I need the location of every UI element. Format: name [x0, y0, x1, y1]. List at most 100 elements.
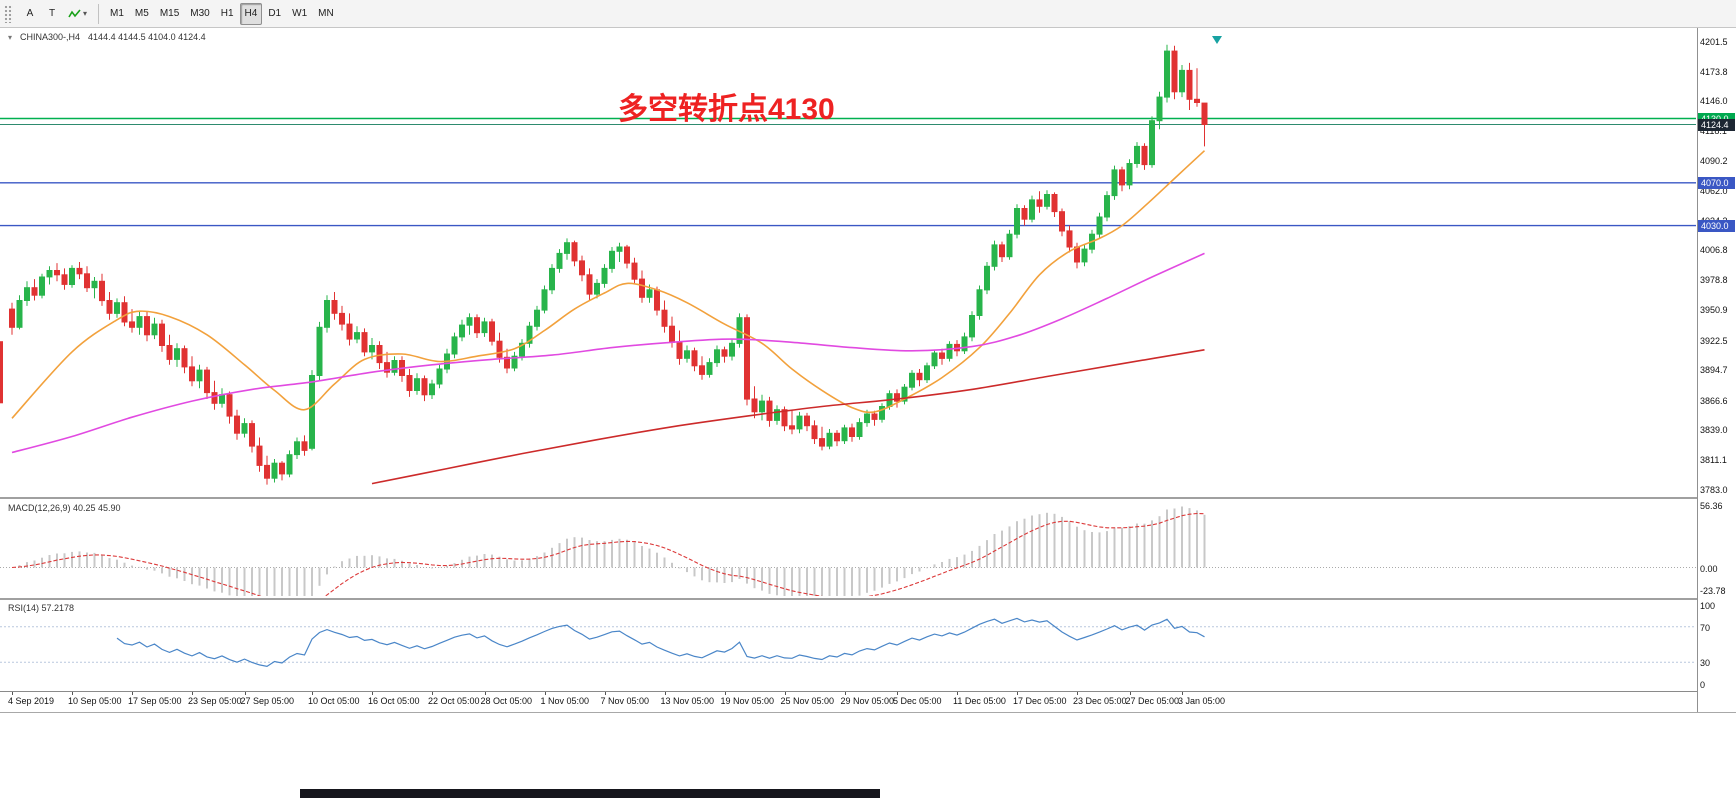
toolbar-drag-handle[interactable] — [4, 4, 13, 23]
candle-body — [76, 267, 83, 275]
candle-body — [1141, 145, 1148, 166]
candle-body — [654, 289, 660, 311]
candle-body — [624, 246, 630, 264]
chart-dropdown-icon[interactable]: ▾ — [8, 32, 13, 42]
y-axis-tick: 3950.9 — [1700, 305, 1728, 316]
time-axis-tick — [312, 692, 313, 695]
candle-body — [789, 425, 795, 430]
timeframe-button-d1[interactable]: D1 — [268, 8, 282, 19]
time-axis-label: 17 Sep 05:00 — [128, 696, 182, 706]
rsi-scale-tick: 30 — [1700, 658, 1711, 669]
y-axis-tick: 4006.8 — [1700, 245, 1728, 256]
candle-body — [646, 289, 653, 298]
candle-body — [639, 278, 645, 298]
timeframe-button-m30[interactable]: M30 — [190, 8, 210, 19]
macd-label: MACD(12,26,9) 40.25 45.90 — [8, 503, 121, 513]
chart-window: ▾ CHINA300-,H4 4144.4 4144.5 4104.0 4124… — [0, 28, 1736, 713]
candle-body — [939, 352, 945, 359]
text-tool-button[interactable]: T — [48, 8, 56, 19]
candle-body — [714, 349, 720, 364]
candle-body — [1074, 246, 1080, 263]
pane-separator[interactable] — [0, 598, 1736, 600]
candle-body — [196, 369, 203, 382]
time-axis-tick — [897, 692, 898, 695]
candle-body — [504, 356, 510, 369]
candle-body — [901, 386, 908, 402]
chart-symbol-header: CHINA300-,H4 — [20, 32, 81, 42]
annotation-text[interactable]: 多空转折点4130 — [618, 93, 835, 126]
candle-body — [406, 375, 413, 391]
scroll-marker-icon[interactable] — [1212, 36, 1222, 44]
time-axis-label: 27 Dec 05:00 — [1125, 696, 1180, 706]
candle-body — [1171, 50, 1178, 93]
chart-ohlc-header: 4144.4 4144.5 4104.0 4124.4 — [88, 32, 206, 42]
candle-body — [729, 342, 735, 357]
rsi-scale-tick: 100 — [1700, 601, 1716, 611]
candle-body — [601, 267, 608, 284]
timeframe-button-w1[interactable]: W1 — [292, 8, 308, 19]
candle-body — [496, 340, 503, 358]
time-axis-label: 27 Sep 05:00 — [240, 696, 295, 706]
candle-body — [174, 348, 180, 360]
candle-body — [121, 302, 128, 323]
candle-body — [69, 267, 75, 285]
time-axis-label: 28 Oct 05:00 — [480, 696, 533, 706]
timeframe-button-m15[interactable]: M15 — [159, 8, 180, 19]
time-axis-label: 5 Dec 05:00 — [893, 696, 942, 706]
candle-body — [1134, 145, 1140, 165]
candle-body — [99, 280, 105, 302]
candle-body — [226, 394, 233, 417]
candle-body — [1179, 69, 1185, 93]
indicator-menu-button[interactable]: ▾ — [63, 3, 92, 25]
candle-body — [166, 345, 173, 360]
candle-body — [676, 341, 683, 359]
candle-body — [211, 392, 218, 404]
candle-body — [519, 342, 525, 357]
candle-body — [249, 423, 255, 447]
candle-body — [1036, 199, 1043, 207]
rsi-scale-tick: 70 — [1700, 622, 1711, 633]
y-axis-tick: 4090.2 — [1700, 156, 1728, 167]
time-axis-tick — [1182, 692, 1183, 695]
candle-body — [436, 368, 443, 385]
timeframe-button-h4[interactable]: H4 — [239, 2, 263, 25]
rsi-pane[interactable] — [0, 600, 1697, 689]
candle-body — [616, 246, 623, 252]
left-partial-candle — [0, 341, 3, 404]
timeframe-button-m5[interactable]: M5 — [134, 8, 149, 19]
time-axis-tick — [957, 692, 958, 695]
time-axis-label: 22 Oct 05:00 — [428, 696, 480, 706]
a-tool-button[interactable]: A — [26, 8, 34, 19]
candle-body — [969, 315, 975, 338]
main-chart-pane[interactable] — [0, 28, 1697, 497]
candle-body — [1021, 208, 1028, 220]
candle-body — [819, 438, 825, 447]
candle-body — [549, 267, 555, 291]
candle-body — [856, 422, 863, 438]
candle-body — [691, 350, 698, 367]
candle-body — [301, 441, 308, 451]
pane-separator[interactable] — [0, 497, 1736, 499]
ma-slow-red — [371, 349, 1205, 485]
candle-body — [1006, 233, 1013, 258]
candle-body — [976, 289, 983, 316]
price-badge-4030.0: 4030.0 — [1698, 219, 1735, 232]
candle-body — [16, 300, 23, 328]
toolbar-separator — [98, 3, 100, 24]
timeframe-button-mn[interactable]: MN — [318, 8, 334, 19]
candle-body — [841, 427, 848, 442]
time-axis[interactable]: 4 Sep 2019 10 Sep 05:00 17 Sep 05:00 23 Sep… — [0, 691, 1697, 712]
macd-pane[interactable] — [0, 500, 1697, 596]
candle-body — [774, 409, 780, 421]
candle-body — [354, 332, 360, 340]
timeframe-button-m1[interactable]: M1 — [110, 8, 124, 19]
ma-fast-orange — [11, 150, 1206, 419]
price-scale[interactable]: 4201.54173.84146.04118.14090.24062.04034… — [1698, 28, 1736, 712]
time-axis-tick — [72, 692, 73, 695]
candle-body — [481, 321, 488, 334]
time-axis-tick — [784, 692, 786, 695]
timeframe-button-h1[interactable]: H1 — [220, 8, 234, 19]
time-axis-tick — [1077, 692, 1078, 695]
candle-body — [286, 454, 293, 475]
time-axis-tick — [132, 692, 133, 695]
